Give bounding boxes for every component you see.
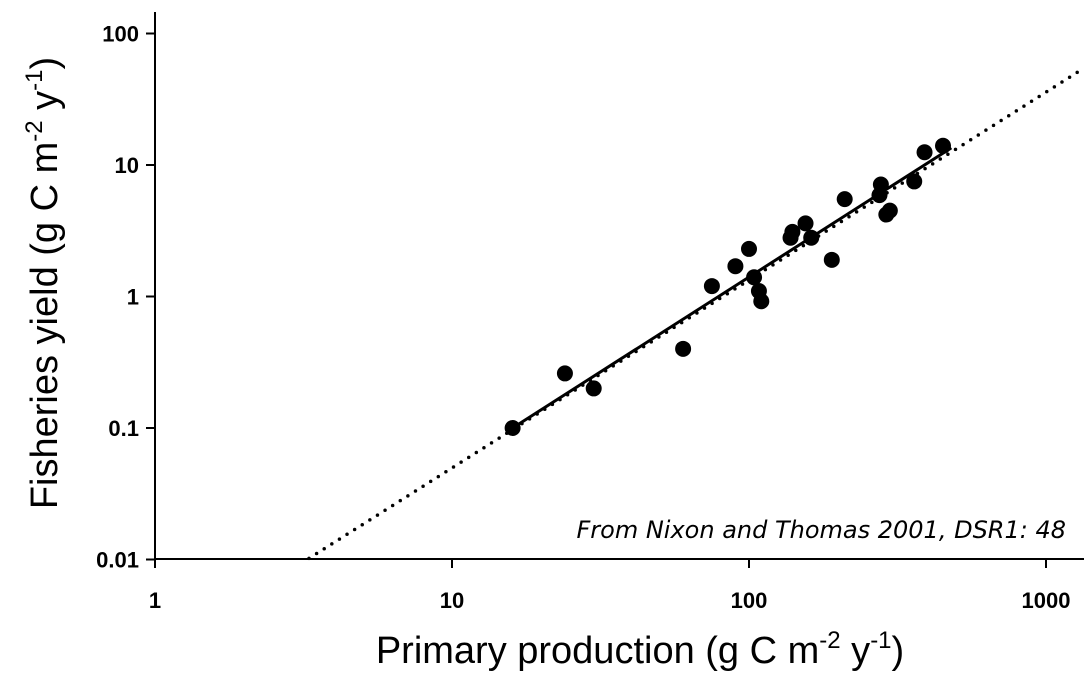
data-point xyxy=(803,229,820,246)
data-point xyxy=(753,293,770,310)
x-tick-label: 1000 xyxy=(1022,588,1071,613)
data-point xyxy=(872,176,889,193)
x-tick-label: 1 xyxy=(149,588,161,613)
data-points-layer xyxy=(504,137,952,436)
data-point xyxy=(823,251,840,268)
tick-labels-layer: 0.01 0.1 1 10 100 1 10 100 1000 xyxy=(96,22,1070,614)
y-tick-label: 1 xyxy=(127,285,139,310)
data-point xyxy=(906,173,923,190)
x-tick-label: 10 xyxy=(440,588,464,613)
data-point xyxy=(784,223,801,240)
fit-extension-dotted-line xyxy=(307,66,1084,561)
data-point xyxy=(916,144,933,161)
y-axis-title: Fisheries yield (g C m-2 y-1) xyxy=(21,57,66,509)
data-point xyxy=(741,240,757,257)
data-point xyxy=(556,365,573,382)
data-point xyxy=(504,420,521,436)
data-point xyxy=(727,258,744,275)
data-point xyxy=(797,215,814,232)
y-tick-label: 0.1 xyxy=(108,416,139,441)
data-point xyxy=(746,269,763,286)
y-tick-label: 0.01 xyxy=(96,548,139,573)
dotted-extension-layer xyxy=(307,66,1084,561)
axes-layer xyxy=(146,12,1084,568)
source-annotation: From Nixon and Thomas 2001, DSR1: 48 xyxy=(576,516,1066,544)
data-point xyxy=(585,380,602,397)
data-point xyxy=(881,202,898,219)
y-tick-label: 100 xyxy=(102,22,139,47)
data-point xyxy=(935,137,952,154)
data-point xyxy=(675,340,692,357)
data-point xyxy=(836,191,853,208)
x-axis-title: Primary production (g C m-2 y-1) xyxy=(376,627,904,672)
y-tick-label: 10 xyxy=(115,153,139,178)
data-point xyxy=(703,278,720,295)
x-tick-label: 100 xyxy=(731,588,768,613)
